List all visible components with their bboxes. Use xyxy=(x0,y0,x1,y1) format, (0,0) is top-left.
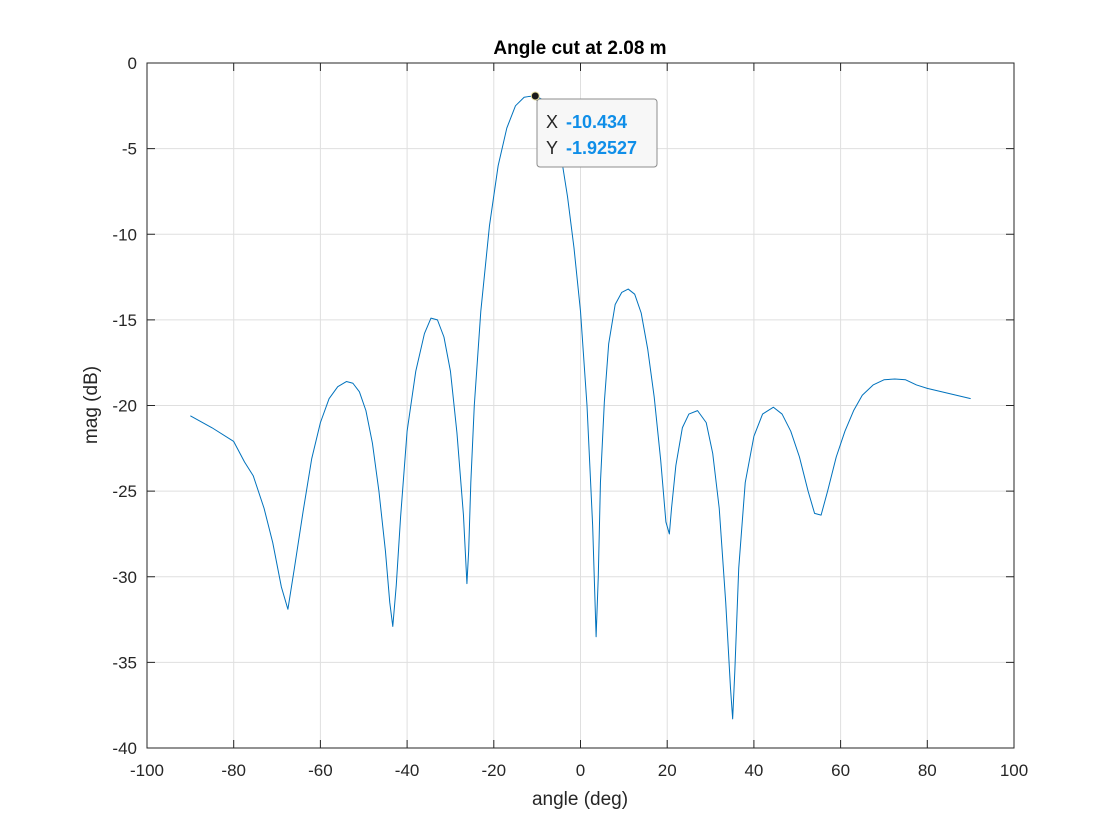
x-tick-label: -100 xyxy=(130,761,164,780)
y-tick-label: -35 xyxy=(112,653,137,672)
data-tip-y-label: Y xyxy=(546,138,558,158)
y-tick-label: -25 xyxy=(112,482,137,501)
y-tick-label: -10 xyxy=(112,225,137,244)
data-tip-box[interactable] xyxy=(536,98,658,168)
y-tick-labels: 0 -5 -10 -15 -20 -25 -30 -35 -40 xyxy=(112,54,137,758)
x-tick-label: -80 xyxy=(221,761,246,780)
x-tick-label: -20 xyxy=(482,761,507,780)
x-tick-label: -60 xyxy=(308,761,333,780)
series-line xyxy=(190,95,971,720)
x-axis-label: angle (deg) xyxy=(532,789,628,810)
series-group xyxy=(190,95,971,720)
x-tick-label: 100 xyxy=(1000,761,1028,780)
tick-marks xyxy=(146,62,1015,749)
data-tip-marker[interactable] xyxy=(530,91,540,101)
y-tick-label: -40 xyxy=(112,739,137,758)
x-tick-label: 80 xyxy=(918,761,937,780)
y-tick-label: 0 xyxy=(128,54,137,73)
data-tip-x-value: -10.434 xyxy=(566,112,627,132)
x-tick-labels: -100 -80 -60 -40 -20 0 20 40 60 80 100 xyxy=(130,761,1028,780)
y-tick-label: -15 xyxy=(112,311,137,330)
data-tip-x-label: X xyxy=(546,112,558,132)
x-tick-label: 20 xyxy=(658,761,677,780)
x-tick-label: -40 xyxy=(395,761,420,780)
y-tick-label: -20 xyxy=(112,397,137,416)
data-tip[interactable]: X -10.434 Y -1.92527 xyxy=(536,97,658,168)
chart-title: Angle cut at 2.08 m xyxy=(493,38,666,59)
x-tick-label: 40 xyxy=(744,761,763,780)
data-tip-y-value: -1.92527 xyxy=(566,138,637,158)
y-axis-label: mag (dB) xyxy=(81,366,102,444)
x-tick-label: 0 xyxy=(576,761,585,780)
y-tick-label: -5 xyxy=(122,140,137,159)
x-tick-label: 60 xyxy=(831,761,850,780)
y-tick-label: -30 xyxy=(112,568,137,587)
